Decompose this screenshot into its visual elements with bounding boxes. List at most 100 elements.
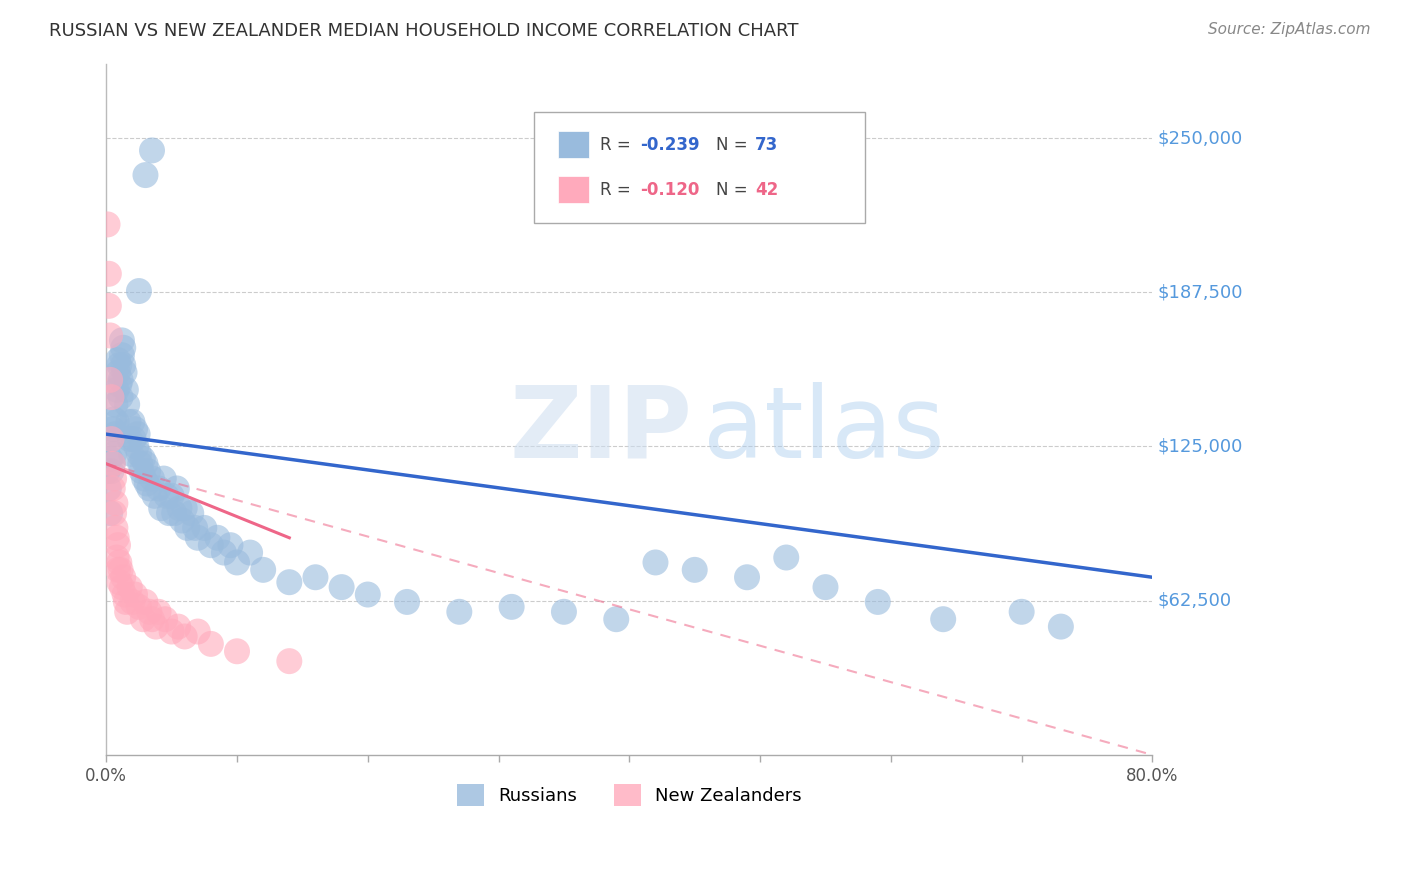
Point [98,451,121,466]
Text: N =: N = [716,136,752,153]
Point [107,538,129,552]
Point [775,550,797,565]
Point [148,482,170,496]
Point [97,482,120,496]
Text: $125,000: $125,000 [1157,437,1243,456]
Point [138,605,160,619]
Point [114,366,136,380]
Point [207,531,229,545]
Point [135,476,157,491]
Point [212,545,235,559]
Point [97,299,120,313]
Point [98,506,121,520]
Point [105,550,128,565]
Point [187,624,209,639]
Point [278,654,301,668]
Point [252,563,274,577]
Point [125,440,148,454]
Point [101,457,124,471]
Point [193,521,215,535]
Point [167,619,190,633]
Point [104,521,127,535]
Point [103,447,125,461]
Point [357,588,380,602]
Point [141,472,163,486]
Text: atlas: atlas [703,382,945,479]
Point [111,348,134,362]
Point [108,556,131,570]
Point [117,415,139,429]
Point [134,457,156,471]
Point [155,489,177,503]
Point [141,144,163,158]
Point [105,383,128,397]
Point [111,580,134,594]
Point [501,599,523,614]
Point [735,570,758,584]
Point [166,482,188,496]
Text: 73: 73 [755,136,779,153]
Point [449,605,471,619]
Point [100,464,122,478]
Point [138,482,160,496]
Point [112,358,135,372]
Point [128,447,150,461]
Point [101,482,124,496]
Point [115,398,138,412]
Point [143,489,166,503]
Point [134,472,156,486]
Point [866,595,889,609]
Point [200,637,222,651]
Point [124,422,146,436]
Point [129,457,152,471]
Point [136,464,159,478]
Point [176,521,198,535]
Point [683,563,706,577]
Point [127,427,149,442]
Point [101,422,124,436]
Text: 42: 42 [755,181,779,199]
Point [100,432,122,446]
Point [110,390,132,404]
Point [115,595,138,609]
Text: ZIP: ZIP [509,382,692,479]
Point [932,612,955,626]
Point [104,398,127,412]
Point [105,415,128,429]
Point [101,457,124,471]
Text: Source: ZipAtlas.com: Source: ZipAtlas.com [1208,22,1371,37]
Point [160,624,183,639]
Point [157,506,180,520]
Point [132,612,155,626]
Text: N =: N = [716,181,752,199]
Point [108,575,131,590]
Point [124,588,146,602]
Point [304,570,326,584]
Text: $250,000: $250,000 [1157,129,1243,147]
Point [173,501,195,516]
Point [173,630,195,644]
Point [103,506,125,520]
Text: $62,500: $62,500 [1157,591,1232,610]
Point [145,619,167,633]
Point [108,358,131,372]
Point [120,447,142,461]
Text: -0.239: -0.239 [640,136,699,153]
Point [148,605,170,619]
Point [150,501,173,516]
Point [605,612,627,626]
Point [153,612,176,626]
Point [96,218,118,232]
Point [98,373,121,387]
Point [172,514,194,528]
Point [104,427,127,442]
Point [163,506,186,520]
Point [111,334,134,348]
Point [184,521,207,535]
Point [160,489,183,503]
Point [134,168,156,182]
Point [121,415,143,429]
Point [131,464,153,478]
Point [132,451,155,466]
Point [107,366,129,380]
